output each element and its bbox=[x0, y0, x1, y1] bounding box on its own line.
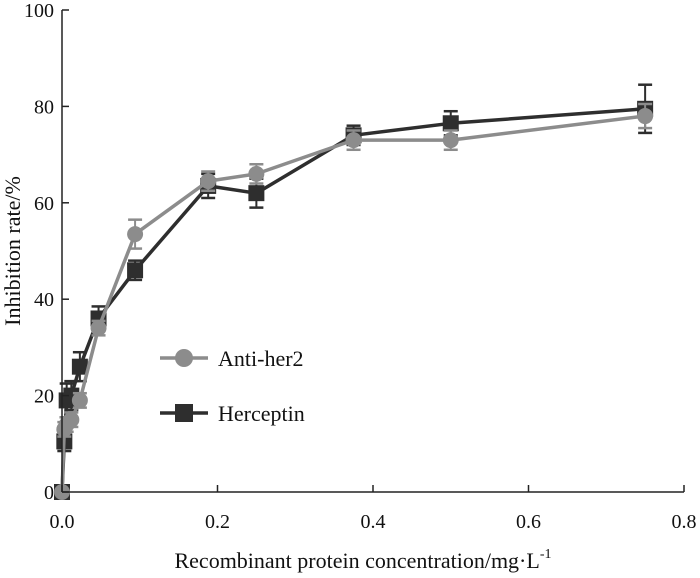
legend-label: Anti-her2 bbox=[218, 346, 304, 371]
data-point bbox=[127, 262, 144, 279]
y-tick-label: 0 bbox=[44, 482, 54, 504]
data-point bbox=[248, 185, 265, 202]
x-tick-label: 0.6 bbox=[516, 511, 541, 533]
data-point bbox=[200, 173, 217, 190]
data-point bbox=[248, 165, 265, 182]
data-point bbox=[71, 358, 88, 375]
x-axis-label: Recombinant protein concentration/mg·L-1 bbox=[174, 547, 551, 573]
ticks-layer: 0 20 40 60 80 100 0.0 0.2 0.4 0.6 0.8 bbox=[24, 0, 697, 533]
y-tick-label: 60 bbox=[34, 193, 54, 215]
data-point bbox=[345, 132, 362, 149]
series-layer bbox=[54, 83, 654, 500]
legend-label: Herceptin bbox=[218, 401, 305, 426]
series-line bbox=[60, 114, 646, 493]
legend: Anti-her2 Herceptin bbox=[160, 346, 305, 426]
data-point bbox=[637, 108, 654, 125]
series-anti-her2 bbox=[54, 102, 654, 500]
y-tick-label: 40 bbox=[34, 289, 54, 311]
data-point bbox=[90, 320, 107, 337]
legend-marker bbox=[175, 349, 193, 367]
x-axis-label-main: Recombinant protein concentration/mg·L bbox=[174, 548, 539, 573]
data-point bbox=[127, 226, 144, 243]
x-tick-label: 0.8 bbox=[672, 511, 697, 533]
legend-item-anti-her2: Anti-her2 bbox=[160, 346, 304, 371]
x-tick-label: 0.0 bbox=[50, 511, 75, 533]
x-tick-label: 0.4 bbox=[361, 511, 386, 533]
x-tick-label: 0.2 bbox=[205, 511, 230, 533]
data-point bbox=[63, 411, 80, 428]
data-point bbox=[442, 132, 459, 149]
y-tick-label: 80 bbox=[34, 96, 54, 118]
data-point bbox=[442, 115, 459, 132]
legend-item-herceptin: Herceptin bbox=[160, 401, 305, 426]
series-herceptin bbox=[54, 83, 654, 500]
y-tick-label: 20 bbox=[34, 386, 54, 408]
x-axis-label-superscript: -1 bbox=[540, 547, 552, 562]
y-tick-label: 100 bbox=[24, 0, 54, 22]
series-line bbox=[60, 107, 646, 493]
y-axis-label: Inhibition rate/% bbox=[0, 176, 25, 326]
data-point bbox=[71, 392, 88, 409]
legend-marker bbox=[175, 404, 193, 422]
